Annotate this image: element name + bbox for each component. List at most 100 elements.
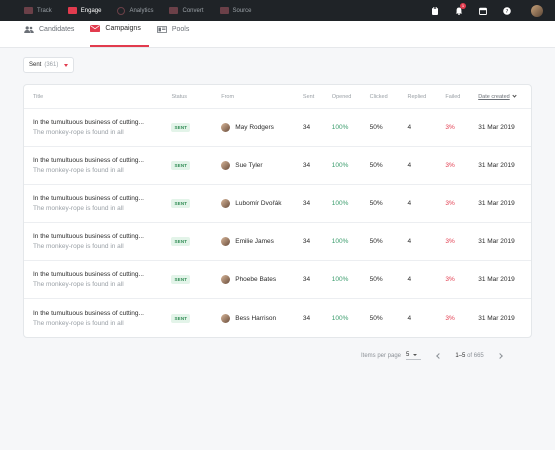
campaigns-table: Title Status From Sent Opened Clicked Re… xyxy=(23,84,532,338)
sent-count: 34 xyxy=(302,314,311,322)
replied-count: 4 xyxy=(407,124,412,131)
pagination: Items per page 5 1–5 of 665 xyxy=(361,352,503,360)
table-header: Title Status From Sent Opened Clicked Re… xyxy=(24,85,531,109)
campaign-title[interactable]: In the tumultuous business of cutting... xyxy=(33,119,144,126)
avatar xyxy=(221,313,231,323)
calendar-icon[interactable] xyxy=(478,7,487,15)
replied-count: 4 xyxy=(407,238,412,245)
nav-item-engage[interactable]: Engage xyxy=(67,7,101,14)
failed-rate: 3% xyxy=(445,124,455,131)
header-clicked: Clicked xyxy=(369,93,388,100)
avatar xyxy=(221,199,231,208)
failed-rate: 3% xyxy=(445,162,455,169)
header-from: From xyxy=(221,93,235,100)
sent-count: 34 xyxy=(302,124,311,131)
caret-down-icon xyxy=(413,354,418,356)
opened-rate: 100% xyxy=(331,124,349,131)
status-badge: SENT xyxy=(171,199,191,208)
clicked-rate: 50% xyxy=(369,314,383,322)
header-replied: Replied xyxy=(407,93,427,100)
sender-name: Phoebe Bates xyxy=(235,276,277,283)
replied-count: 4 xyxy=(407,276,412,283)
campaign-title[interactable]: In the tumultuous business of cutting... xyxy=(33,271,144,278)
status-badge: SENT xyxy=(171,275,191,284)
opened-rate: 100% xyxy=(331,238,349,245)
clipboard-icon[interactable] xyxy=(430,6,439,15)
campaign-title[interactable]: In the tumultuous business of cutting... xyxy=(33,233,144,240)
campaign-title[interactable]: In the tumultuous business of cutting... xyxy=(33,157,144,164)
sender-name: May Rodgers xyxy=(235,124,274,131)
nav-item-label: Analytics xyxy=(129,7,154,14)
failed-rate: 3% xyxy=(445,238,455,245)
campaign-subtitle: The monkey-rope is found in all xyxy=(33,243,124,250)
people-icon xyxy=(24,26,34,33)
table-row[interactable]: In the tumultuous business of cutting...… xyxy=(24,185,531,223)
replied-count: 4 xyxy=(407,200,412,207)
source-icon xyxy=(219,7,229,14)
avatar xyxy=(221,123,231,132)
engage-icon xyxy=(67,7,77,14)
tab-campaigns[interactable]: Campaigns xyxy=(90,20,149,47)
date-created: 31 Mar 2019 xyxy=(478,314,515,322)
sub-nav: Candidates Campaigns Pools xyxy=(0,21,555,48)
clicked-rate: 50% xyxy=(369,124,383,131)
tab-candidates[interactable]: Candidates xyxy=(24,20,82,47)
campaign-subtitle: The monkey-rope is found in all xyxy=(33,205,124,212)
nav-item-analytics[interactable]: Analytics xyxy=(117,6,154,15)
failed-rate: 3% xyxy=(445,314,455,322)
sent-count: 34 xyxy=(302,238,311,245)
date-created: 31 Mar 2019 xyxy=(478,200,515,207)
failed-rate: 3% xyxy=(445,276,455,283)
campaign-subtitle: The monkey-rope is found in all xyxy=(33,319,124,327)
filter-count: (361) xyxy=(44,62,59,68)
status-badge: SENT xyxy=(171,123,191,132)
sender-name: Lubomír Dvořák xyxy=(235,200,282,207)
nav-item-convert[interactable]: Convert xyxy=(169,7,204,14)
campaign-subtitle: The monkey-rope is found in all xyxy=(33,167,124,174)
nav-item-label: Source xyxy=(232,7,252,14)
campaign-subtitle: The monkey-rope is found in all xyxy=(33,129,124,136)
pools-icon xyxy=(156,26,167,33)
chevron-right-icon[interactable] xyxy=(496,353,503,359)
page-total: of 665 xyxy=(467,353,484,359)
sender-name: Bess Harrison xyxy=(235,314,277,322)
avatar xyxy=(221,275,231,284)
header-opened: Opened xyxy=(331,93,352,100)
date-created: 31 Mar 2019 xyxy=(478,162,515,169)
user-avatar[interactable] xyxy=(531,4,543,17)
tab-label: Pools xyxy=(171,26,190,33)
sender-name: Sue Tyler xyxy=(235,162,263,169)
campaign-title[interactable]: In the tumultuous business of cutting... xyxy=(33,195,144,202)
status-badge: SENT xyxy=(171,313,191,323)
header-date-created[interactable]: Date created xyxy=(478,93,531,100)
tab-pools[interactable]: Pools xyxy=(156,20,198,47)
header-status: Status xyxy=(171,93,188,100)
items-per-page-select[interactable]: 5 xyxy=(406,352,422,360)
opened-rate: 100% xyxy=(331,276,349,283)
opened-rate: 100% xyxy=(331,162,349,169)
avatar xyxy=(221,161,231,170)
status-badge: SENT xyxy=(171,161,191,170)
analytics-icon xyxy=(117,6,126,15)
nav-item-label: Convert xyxy=(182,7,204,14)
nav-item-label: Track xyxy=(37,7,52,14)
chevron-left-icon[interactable] xyxy=(436,353,443,359)
table-row[interactable]: In the tumultuous business of cutting...… xyxy=(24,109,531,147)
sort-label: Date created xyxy=(478,93,510,100)
nav-item-track[interactable]: Track xyxy=(24,7,52,14)
table-row[interactable]: In the tumultuous business of cutting...… xyxy=(24,261,531,299)
campaign-title[interactable]: In the tumultuous business of cutting... xyxy=(33,309,144,317)
tab-label: Campaigns xyxy=(105,25,141,32)
table-row[interactable]: In the tumultuous business of cutting...… xyxy=(24,223,531,261)
status-filter-dropdown[interactable]: Sent (361) xyxy=(23,57,75,73)
notification-badge: 1 xyxy=(460,2,466,9)
nav-item-source[interactable]: Source xyxy=(219,7,252,14)
date-created: 31 Mar 2019 xyxy=(478,124,515,131)
opened-rate: 100% xyxy=(331,200,349,207)
sent-count: 34 xyxy=(302,276,311,283)
table-row[interactable]: In the tumultuous business of cutting...… xyxy=(24,299,531,337)
bell-icon[interactable]: 1 xyxy=(454,2,466,15)
help-icon[interactable]: ? xyxy=(502,6,511,15)
filter-label: Sent xyxy=(29,62,42,68)
table-row[interactable]: In the tumultuous business of cutting...… xyxy=(24,147,531,185)
